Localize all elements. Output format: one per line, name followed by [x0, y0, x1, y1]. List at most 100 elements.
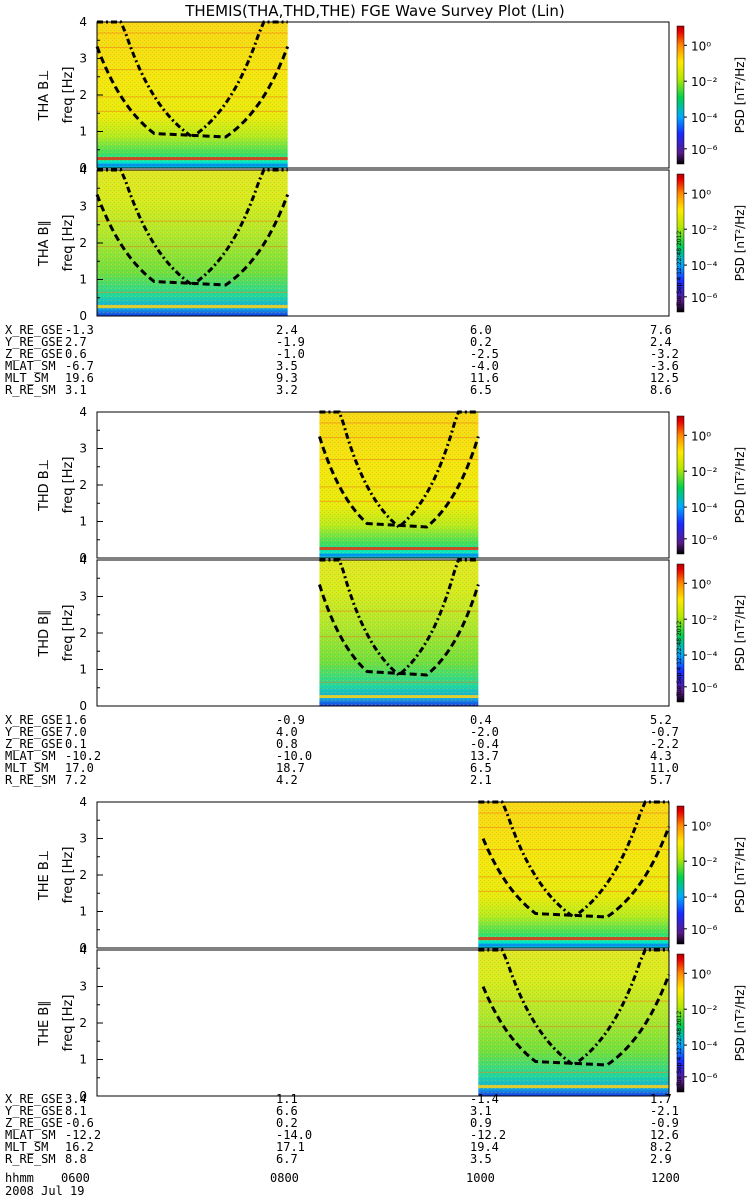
ephemeris-value: 6.5 — [470, 383, 492, 397]
panel-label: THA B⊥ — [37, 70, 52, 122]
colorbar-title: PSD [nT²/Hz] — [733, 985, 747, 1061]
ephemeris-value: 4.0 — [276, 725, 298, 739]
panel-label: THA B∥ — [37, 220, 52, 267]
time-tick-0800: 0800 — [270, 1171, 299, 1185]
ephemeris-value: 0.2 — [470, 335, 492, 349]
colorbar-tick-label: 10⁻² — [691, 855, 718, 869]
colorbar-tick-label: 10⁰ — [691, 819, 711, 833]
colorbar-title: PSD [nT²/Hz] — [733, 595, 747, 671]
harmonic-curve — [481, 973, 671, 1067]
ephemeris-row-name: Y_RE_GSE — [5, 1104, 63, 1118]
panel-tha-par: 0 1 2 3 4 THA B∥ freq [Hz] 10⁰ 10⁻² 10⁻⁴ 10⁻⁶ PSD [… — [37, 163, 747, 323]
ephemeris-value: 16.2 — [65, 1140, 94, 1154]
y-tick-label: 3 — [79, 590, 87, 604]
ephemeris-value: -2.5 — [470, 347, 499, 361]
spectrogram-texture — [97, 22, 288, 168]
plot-title: THEMIS(THA,THD,THE) FGE Wave Survey Plot… — [185, 2, 565, 20]
colorbar-tick-label: 10⁻² — [691, 1003, 718, 1017]
colorbar-tick-label: 10⁰ — [691, 39, 711, 53]
ephemeris-row-name: MLT_SM — [5, 371, 48, 385]
colorbar-tick-label: 10⁻⁶ — [691, 681, 718, 695]
y-tick-label: 2 — [79, 626, 87, 640]
y-tick-label: 1 — [79, 663, 87, 677]
ephemeris-value: -14.0 — [276, 1128, 312, 1142]
colorbar — [676, 25, 685, 165]
timestamp: Tue Sep 4 12:22:48 2012 — [676, 1011, 683, 1087]
y-tick-label: 0 — [79, 699, 87, 713]
ephemeris-value: -3.2 — [650, 347, 679, 361]
ephemeris-value: 7.2 — [65, 773, 87, 787]
panel-thd-par: 0 1 2 3 4 THD B∥ freq [Hz] 10⁰ 10⁻² 10⁻⁴ 10⁻⁶ PSD [… — [37, 553, 747, 713]
y-tick-label: 3 — [79, 832, 87, 846]
ephemeris-value: 3.4 — [65, 1092, 87, 1106]
low-frequency-band — [319, 547, 479, 551]
y-axis-title: freq [Hz] — [61, 605, 76, 662]
y-tick-label: 4 — [79, 405, 87, 419]
colorbar-tick-label: 10⁻² — [691, 75, 718, 89]
time-tick-0600: 0600 — [61, 1171, 90, 1185]
ephemeris-value: 11.6 — [470, 371, 499, 385]
ephemeris-value: -10.2 — [65, 749, 101, 763]
ephemeris-value: 7.0 — [65, 725, 87, 739]
ephemeris-value: 19.6 — [65, 371, 94, 385]
low-frequency-band-base — [97, 163, 288, 167]
colorbar-tick-label: 10⁻⁴ — [691, 649, 718, 663]
ephemeris-row-name: Z_RE_GSE — [5, 347, 63, 361]
ephemeris-value: 0.2 — [276, 1116, 298, 1130]
ephemeris-value: 0.6 — [65, 347, 87, 361]
gyrofrequency-curve — [97, 20, 288, 139]
ephemeris-value: 17.1 — [276, 1140, 305, 1154]
ephemeris-value: 13.7 — [470, 749, 499, 763]
ephemeris-row-name: Z_RE_GSE — [5, 1116, 63, 1130]
ephemeris-value: -3.6 — [650, 359, 679, 373]
ephemeris-row-name: MLT_SM — [5, 1140, 48, 1154]
ephemeris-value: 19.4 — [470, 1140, 499, 1154]
y-tick-label: 2 — [79, 868, 87, 882]
gyrofrequency-curve — [319, 558, 479, 677]
panel-label: THE B∥ — [37, 1000, 52, 1046]
low-frequency-band — [478, 1085, 669, 1089]
y-tick-label: 1 — [79, 125, 87, 139]
colorbar-tick-label: 10⁻⁴ — [691, 111, 718, 125]
ephemeris-value: 3.5 — [470, 1152, 492, 1166]
ephemeris-value: 2.9 — [650, 1152, 672, 1166]
ephemeris-row-name: Z_RE_GSE — [5, 737, 63, 751]
ephemeris-value: 5.2 — [650, 713, 672, 727]
y-tick-label: 2 — [79, 88, 87, 102]
y-tick-label: 4 — [79, 163, 87, 177]
ephemeris-row-name: R_RE_SM — [5, 383, 56, 397]
y-axis-title: freq [Hz] — [61, 67, 76, 124]
group-tha: 0 1 2 3 4 THA B⊥ freq [Hz] 10⁰ 10⁻² 10⁻⁴ 10⁻⁶ PSD [… — [5, 15, 747, 397]
panel-the-par: 0 1 2 3 4 THE B∥ freq [Hz] 10⁰ 10⁻² 10⁻⁴ 10⁻⁶ PSD [… — [37, 943, 747, 1103]
ephemeris-row-name: MLAT_SM — [5, 359, 56, 373]
ephemeris-row-name: MLAT_SM — [5, 749, 56, 763]
ephemeris-value: 0.4 — [470, 713, 492, 727]
spectrogram-texture — [97, 170, 288, 316]
ephemeris-value: -0.9 — [276, 713, 305, 727]
y-axis-title: freq [Hz] — [61, 457, 76, 514]
colorbar-tick-label: 10⁰ — [691, 187, 711, 201]
y-tick-label: 4 — [79, 795, 87, 809]
y-tick-label: 4 — [79, 943, 87, 957]
panel-tha-perp: 0 1 2 3 4 THA B⊥ freq [Hz] 10⁰ 10⁻² 10⁻⁴ 10⁻⁶ PSD [… — [37, 15, 747, 175]
colorbar-tick-label: 10⁰ — [691, 577, 711, 591]
ephemeris-value: 7.6 — [650, 323, 672, 337]
low-frequency-band — [97, 305, 288, 309]
ephemeris-value: -0.4 — [470, 737, 499, 751]
ephemeris-row-name: X_RE_GSE — [5, 1092, 63, 1106]
ephemeris-row-name: MLAT_SM — [5, 1128, 56, 1142]
harmonic-curve — [95, 193, 290, 287]
ephemeris-value: 2.4 — [650, 335, 672, 349]
y-axis-title: freq [Hz] — [61, 215, 76, 272]
low-frequency-band — [97, 157, 288, 161]
gyrofrequency-curve — [319, 410, 479, 529]
gyrofrequency-curve — [97, 168, 288, 287]
colorbar — [676, 563, 685, 703]
ephemeris-value: 8.6 — [650, 383, 672, 397]
ephemeris-value: 12.5 — [650, 371, 679, 385]
y-tick-label: 1 — [79, 1053, 87, 1067]
ephemeris-value: -0.9 — [650, 1116, 679, 1130]
low-frequency-band — [319, 695, 479, 699]
y-tick-label: 3 — [79, 200, 87, 214]
colorbar-tick-label: 10⁰ — [691, 967, 711, 981]
